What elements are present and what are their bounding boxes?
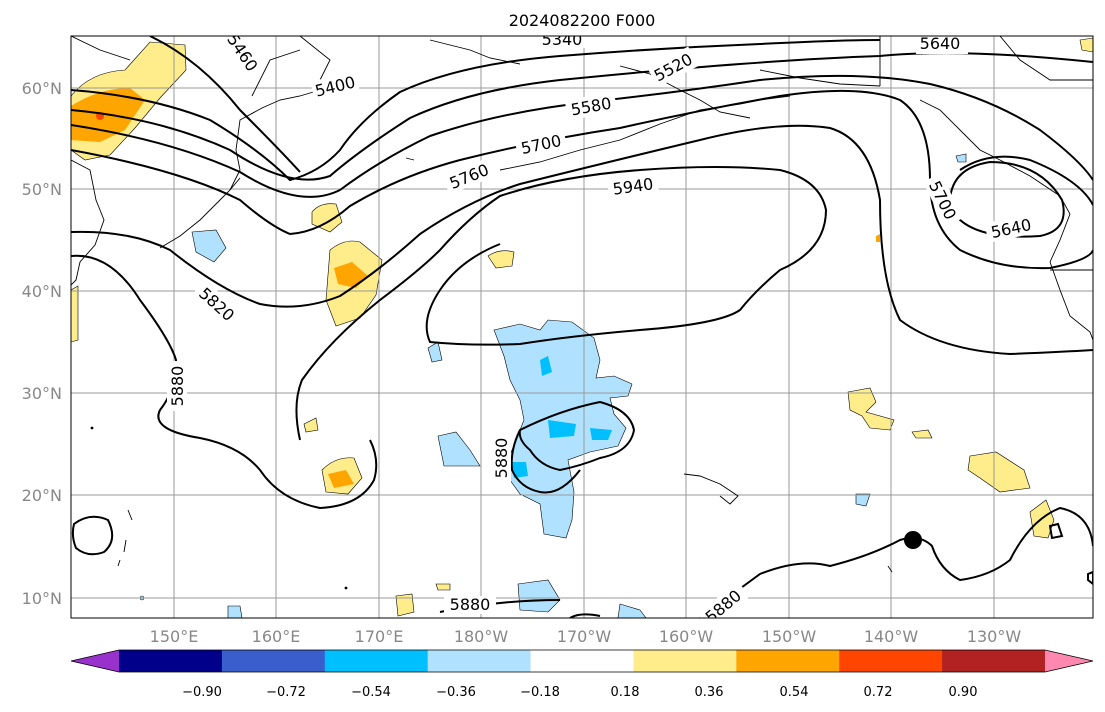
lon-label: 170°W (557, 627, 612, 646)
latitude-labels: 60°N 50°N 40°N 30°N 20°N 10°N (22, 79, 62, 608)
storm-center-marker (904, 531, 922, 549)
colorbar-outline (70, 649, 1094, 673)
colorbar-extend-min (71, 650, 119, 672)
lon-label: 150°W (762, 627, 817, 646)
lat-label: 60°N (22, 79, 62, 98)
colorbar-segment (839, 650, 943, 672)
map-title: 2024082200 F000 (509, 11, 656, 30)
colorbar-tick-label: −0.18 (520, 685, 560, 700)
colorbar-tick-label: 0.54 (780, 685, 809, 700)
colorbar-segment (324, 650, 429, 672)
lat-label: 40°N (22, 282, 62, 301)
colorbar-tick-label: −0.36 (436, 685, 476, 700)
colorbar-ticks: −0.90 −0.72 −0.54 −0.36 −0.18 0.18 0.36 … (182, 685, 977, 700)
lat-label: 30°N (22, 384, 62, 403)
colorbar-segment (942, 650, 1046, 672)
map-content: 5460 5400 5340 5520 5640 5580 5700 5760 … (71, 30, 1093, 618)
contour-label: 5880 (168, 366, 187, 407)
colorbar-segment (221, 650, 326, 672)
lat-label: 50°N (22, 180, 62, 199)
colorbar-tick-label: 0.36 (695, 685, 724, 700)
colorbar-tick-label: −0.72 (266, 685, 306, 700)
lat-label: 20°N (22, 486, 62, 505)
negative-anomaly-regions (139, 153, 967, 618)
height-contours (71, 36, 1093, 618)
colorbar-segment (633, 650, 737, 672)
colorbar (70, 649, 1094, 673)
lon-label: 170°E (355, 627, 404, 646)
colorbar-segment (119, 650, 223, 672)
lon-label: 180°W (454, 627, 509, 646)
lat-label: 10°N (22, 589, 62, 608)
longitude-labels: 150°E 160°E 170°E 180°W 170°W 160°W 150°… (150, 627, 1022, 646)
contour-label: 5340 (542, 30, 583, 49)
lon-label: 150°E (150, 627, 199, 646)
contour-label: 5640 (920, 34, 961, 53)
colorbar-extend-max (1045, 650, 1093, 672)
lon-label: 160°E (252, 627, 301, 646)
colorbar-segment (427, 650, 532, 672)
contour-label: 5880 (492, 438, 511, 479)
map-frame (70, 35, 1094, 619)
colorbar-tick-label: −0.54 (351, 685, 391, 700)
contour-label: 5880 (450, 595, 491, 614)
colorbar-tick-label: 0.90 (949, 685, 978, 700)
colorbar-tick-label: −0.90 (182, 685, 222, 700)
lon-label: 140°W (864, 627, 919, 646)
colorbar-segment (530, 650, 634, 672)
colorbar-tick-label: 0.72 (864, 685, 893, 700)
colorbar-segment (736, 650, 840, 672)
lon-label: 160°W (659, 627, 714, 646)
colorbar-tick-label: 0.18 (611, 685, 640, 700)
lon-label: 130°W (967, 627, 1022, 646)
